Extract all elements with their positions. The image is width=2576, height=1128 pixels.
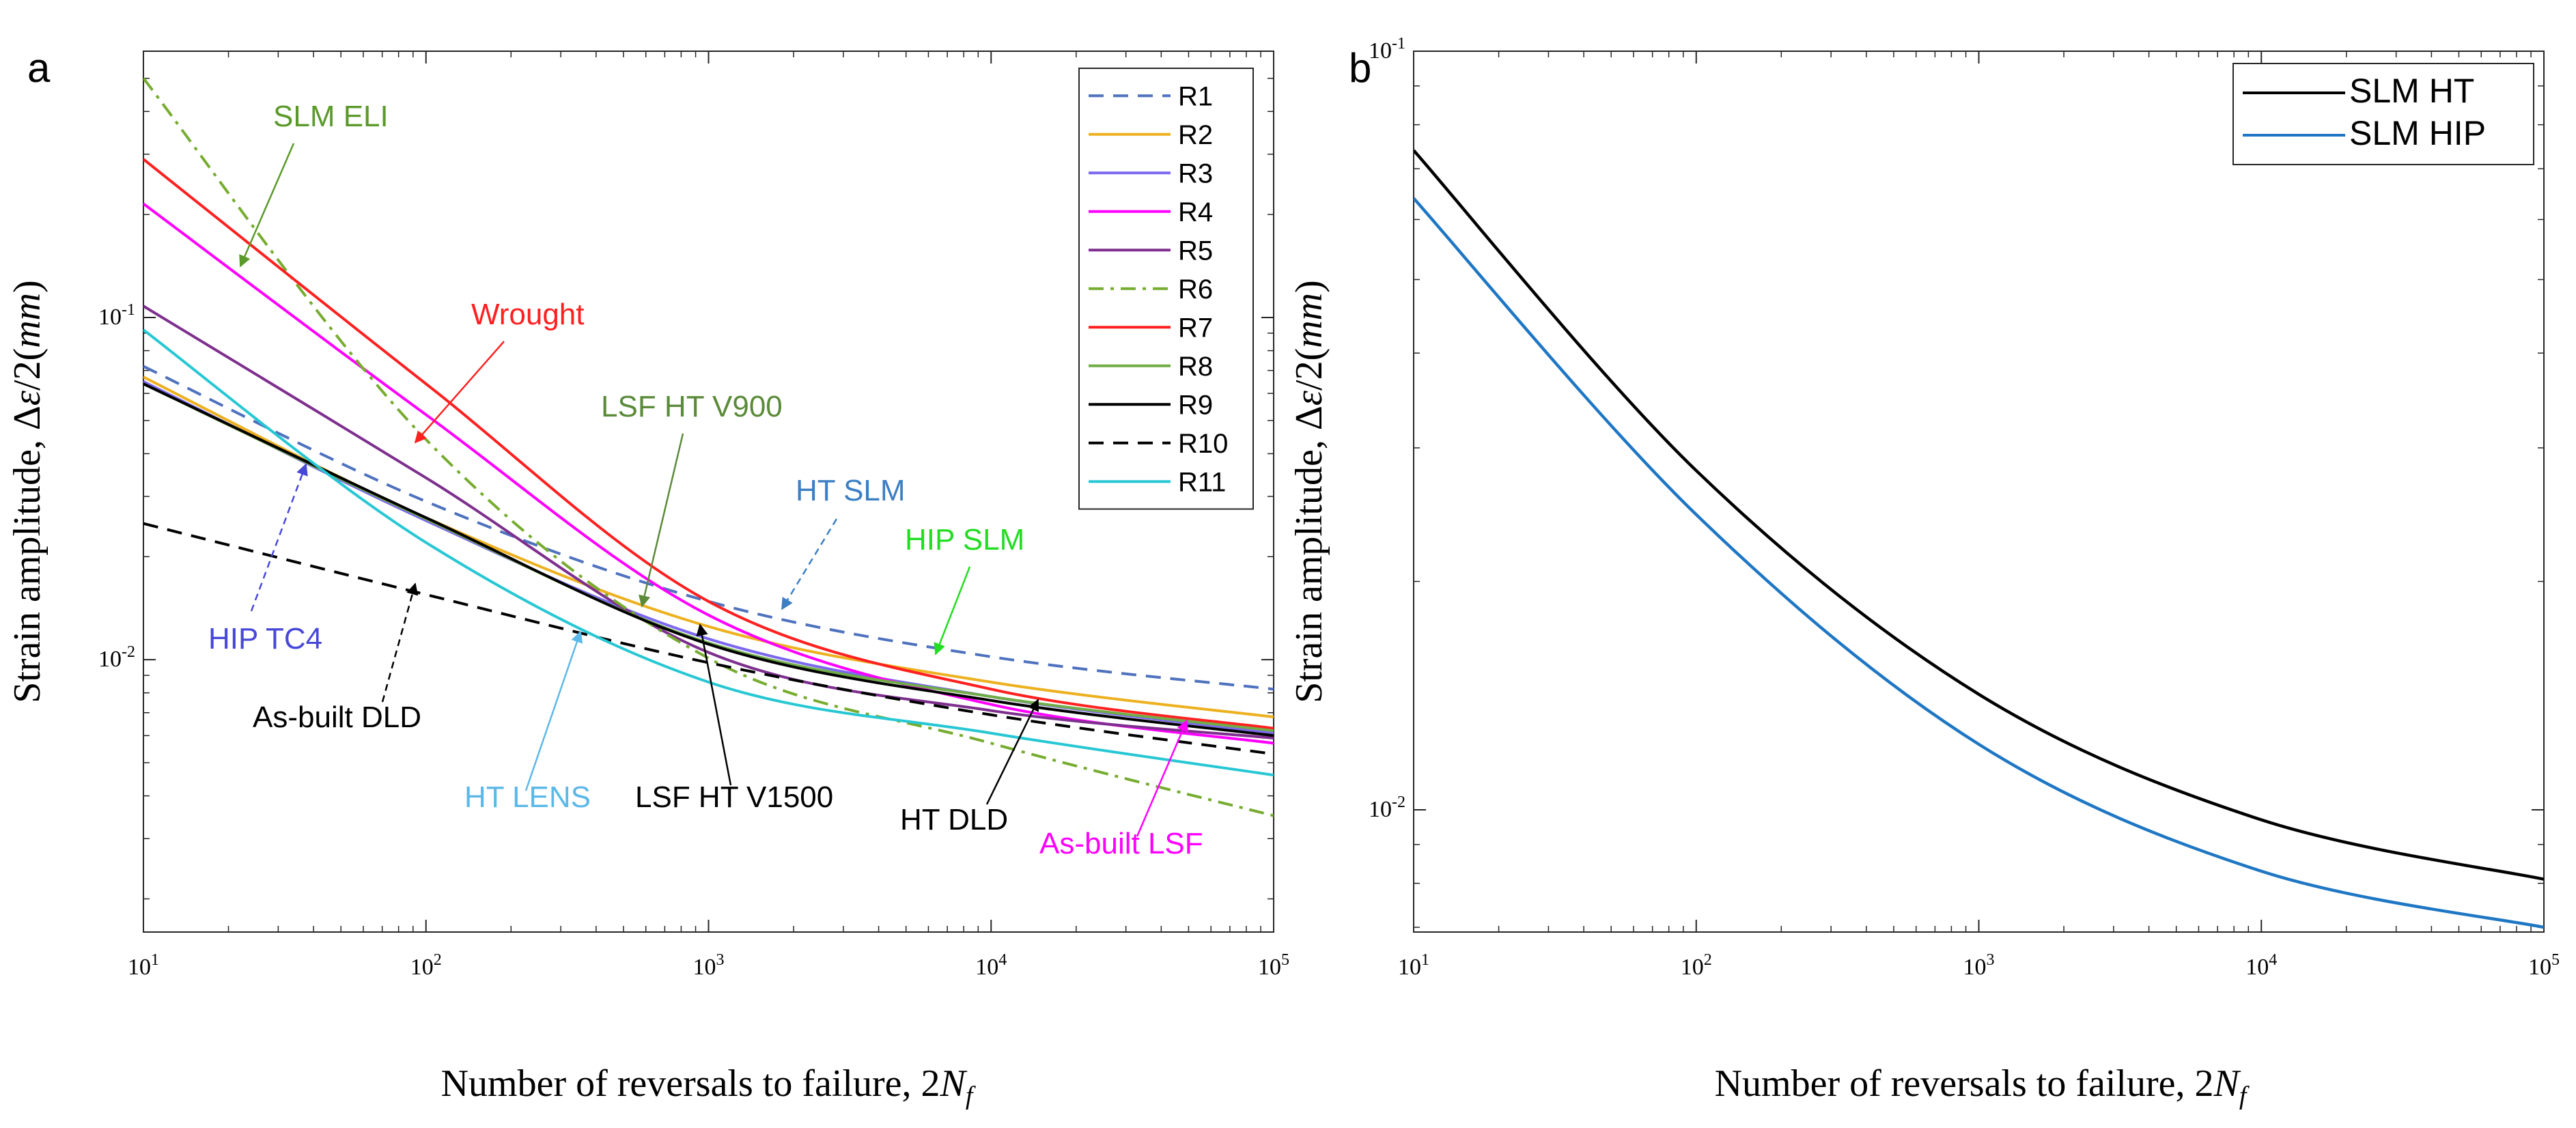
x-tick-label: 102 — [1681, 951, 1712, 980]
annotation-arrow — [985, 699, 1039, 805]
annotation-arrow — [696, 623, 732, 786]
panel-b: 101 102 103 104 105 10-2 10-1 SLM HT SLM HIP Numb… — [1288, 35, 2560, 1110]
series-line-r5 — [143, 305, 1274, 739]
annotation-arrow — [781, 518, 838, 610]
y-tick-label: 10-2 — [98, 643, 135, 672]
series-group — [143, 77, 1274, 817]
x-tick-label: 104 — [2245, 951, 2277, 980]
series-line-r11 — [143, 328, 1274, 777]
x-axis-label: Number of reversals to failure, 2Nf — [441, 1062, 976, 1110]
x-tick-label: 101 — [128, 951, 159, 980]
y-tick-label: 10-1 — [1369, 35, 1405, 64]
series-line-r10 — [143, 522, 1274, 756]
annotation-label: LSF HT V900 — [601, 390, 783, 423]
annotation-label: LSF HT V1500 — [635, 780, 833, 814]
legend-label-r6: R6 — [1178, 274, 1213, 305]
legend-label-r11: R11 — [1178, 467, 1226, 497]
series-line-slm-hip — [1414, 197, 2544, 929]
series-line-r7 — [143, 158, 1274, 730]
legend-label-r8: R8 — [1178, 352, 1213, 382]
legend-label-r3: R3 — [1178, 158, 1213, 188]
annotation-label: Wrought — [471, 298, 585, 331]
y-tick-label: 10-1 — [98, 301, 135, 330]
x-tick-label: 101 — [1398, 951, 1429, 980]
y-axis-label: Strain amplitude, Δε/2(mm) — [6, 280, 48, 703]
annotation-arrow — [250, 463, 308, 612]
x-axis-label: Number of reversals to failure, 2Nf — [1715, 1062, 2250, 1110]
annotation-label: As-built DLD — [253, 701, 421, 734]
legend-label-r5: R5 — [1178, 236, 1213, 266]
x-tick-label: 105 — [1258, 951, 1289, 980]
legend-label-r1: R1 — [1178, 81, 1213, 111]
legend-label-r7: R7 — [1178, 313, 1213, 343]
legend-label-r10: R10 — [1178, 429, 1228, 459]
annotation-arrow — [639, 433, 684, 608]
annotation-arrow — [934, 566, 971, 655]
legend-label-r4: R4 — [1178, 197, 1213, 227]
annotation-label: HT SLM — [796, 474, 906, 507]
x-tick-label: 104 — [975, 951, 1007, 980]
annotation-label: HIP SLM — [905, 523, 1024, 556]
series-line-r6 — [143, 77, 1274, 817]
annotation-arrow — [239, 143, 295, 268]
legend-label-slm-hip: SLM HIP — [2349, 114, 2486, 152]
annotation-label: HIP TC4 — [208, 622, 322, 655]
x-tick-label: 102 — [410, 951, 442, 980]
legend-label-r2: R2 — [1178, 120, 1213, 150]
series-line-slm-ht — [1414, 149, 2544, 881]
panel-a: 101 102 103 104 105 10-2 10-1 R1 R2 R3 R4 R5 R6 R7 R8 R… — [6, 51, 1289, 1110]
panel-letter-a: a — [27, 45, 51, 91]
legend-label-slm-ht: SLM HT — [2349, 72, 2474, 110]
x-tick-label: 103 — [693, 951, 725, 980]
annotation-label: HT DLD — [900, 803, 1008, 836]
y-axis-label: Strain amplitude, Δε/2(mm) — [1288, 280, 1330, 703]
panel-letter-b: b — [1349, 45, 1371, 91]
annotation-arrow — [381, 582, 419, 703]
annotation-arrow — [414, 341, 505, 444]
x-tick-label: 105 — [2528, 951, 2560, 980]
y-tick-label: 10-2 — [1369, 793, 1405, 822]
annotation-label: SLM ELI — [273, 100, 389, 133]
x-tick-label: 103 — [1963, 951, 1995, 980]
plot-area — [1413, 51, 2545, 933]
annotation-arrow — [1136, 719, 1188, 837]
annotation-label: HT LENS — [464, 780, 591, 814]
legend-box — [2232, 63, 2534, 165]
annotation-label: As-built LSF — [1039, 827, 1203, 860]
annotation-arrow — [524, 630, 583, 791]
legend-label-r9: R9 — [1178, 390, 1213, 420]
series-group — [1414, 149, 2544, 929]
